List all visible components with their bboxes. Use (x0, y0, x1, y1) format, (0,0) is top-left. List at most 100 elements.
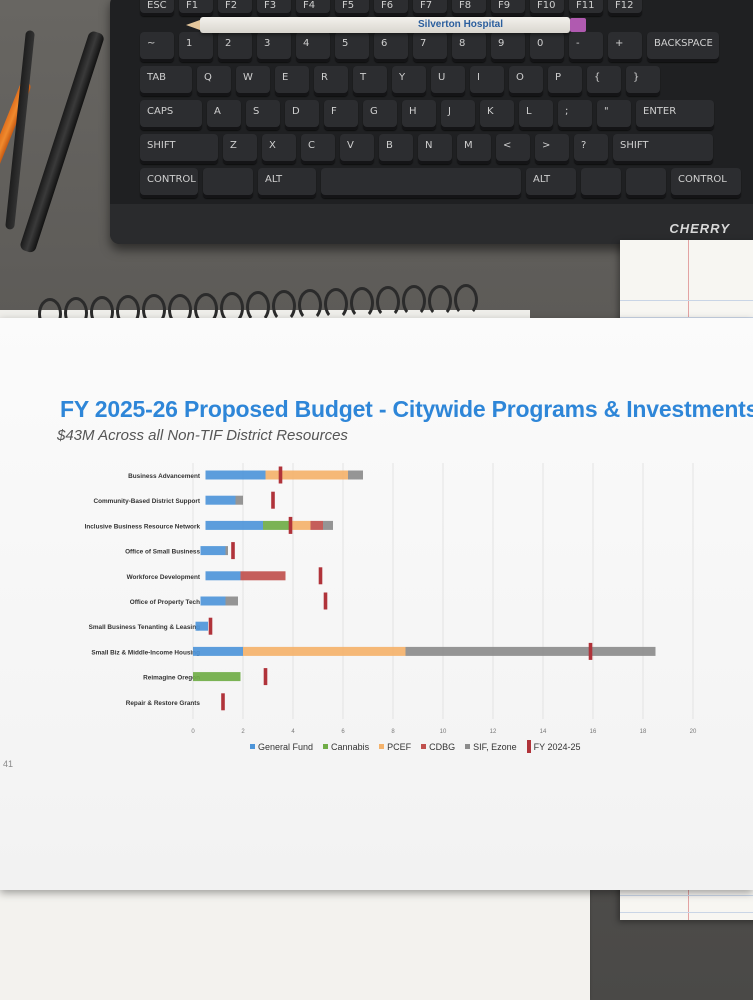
category-label: Repair & Restore Grants (126, 700, 201, 707)
x-tick-label: 16 (590, 729, 597, 735)
bar-segment (265, 470, 348, 480)
legend-label: FY 2024-25 (533, 741, 581, 752)
key-label: ALT (265, 174, 283, 185)
category-label: Community-Based District Support (93, 498, 200, 505)
key: E (275, 66, 309, 96)
key: Z (223, 134, 257, 164)
key-label: F11 (576, 0, 595, 11)
legend-swatch (421, 744, 427, 749)
key: R (314, 66, 348, 96)
key-label: D (292, 106, 300, 117)
chart-subtitle: $43M Across all Non-TIF District Resourc… (57, 427, 348, 444)
key-label: F6 (381, 0, 394, 11)
key: F5 (335, 0, 369, 16)
key: L (519, 100, 553, 130)
x-tick-label: 6 (341, 729, 345, 735)
key: F11 (569, 0, 603, 16)
key: F10 (530, 0, 564, 16)
printed-chart-page: FY 2025-26 Proposed Budget - Citywide Pr… (0, 318, 753, 890)
key: D (285, 100, 319, 130)
fy2024-25-marker (318, 567, 323, 585)
key-label: N (425, 140, 433, 151)
key-label: H (409, 106, 417, 117)
x-tick-label: 20 (690, 729, 697, 735)
category-label: Office of Small Business (125, 549, 200, 556)
keyboard-frame: CHERRY (110, 204, 753, 244)
bar-segment (193, 646, 243, 656)
key-label: F7 (420, 0, 433, 11)
key-label: + (615, 38, 624, 49)
spiral-ring (376, 286, 400, 319)
key: P (548, 66, 582, 96)
bar-segment (263, 520, 291, 530)
spiral-ring (168, 293, 192, 326)
bar-segment (200, 546, 226, 556)
legend-label: Cannabis (331, 741, 370, 752)
bar-segment (193, 672, 241, 682)
category-label: Small Biz & Middle-Income Housing (91, 649, 200, 656)
category-label: Business Advancement (128, 473, 201, 480)
legend-item: FY 2024-25 (526, 740, 581, 753)
key-label: ~ (147, 38, 156, 49)
key: 1 (179, 32, 213, 62)
key: I (470, 66, 504, 96)
key: J (441, 100, 475, 130)
key: 9 (491, 32, 525, 62)
key: F2 (218, 0, 252, 16)
bar-segment (348, 470, 363, 480)
key-label: G (370, 106, 378, 117)
key: ; (558, 100, 592, 130)
notepad-rule-line (620, 895, 753, 896)
key-label: F5 (342, 0, 355, 11)
key: ? (574, 134, 608, 164)
key-label: V (347, 140, 354, 151)
key (581, 168, 621, 198)
bar-segment (240, 571, 286, 581)
fy2024-25-marker (323, 592, 328, 610)
key: W (236, 66, 270, 96)
key-label: - (576, 38, 580, 49)
legend-label: PCEF (387, 741, 412, 752)
key-label: F8 (459, 0, 472, 11)
key: C (301, 134, 335, 164)
key: ENTER (636, 100, 714, 130)
fy2024-25-marker (221, 693, 225, 711)
spiral-ring (272, 289, 296, 322)
keyboard: ESC F1 F2 F3 F4 F5 F6 F7 F8 F9 F10 F11 F12 ~1 2 3 4 5 6 7 8 9… (110, 0, 753, 244)
legend-label: CDBG (429, 741, 456, 752)
key-label: F2 (225, 0, 238, 11)
key-label: Y (399, 72, 406, 83)
page-number: 41 (3, 759, 14, 769)
x-tick-label: 14 (540, 729, 547, 735)
key: 5 (335, 32, 369, 62)
key: F7 (413, 0, 447, 16)
key-label: R (321, 72, 328, 83)
key-label: BACKSPACE (654, 38, 713, 49)
key-label: CONTROL (678, 174, 727, 185)
spiral-ring (402, 285, 426, 318)
key: M (457, 134, 491, 164)
notepad-rule-line (620, 317, 753, 318)
spiral-ring (220, 291, 244, 324)
x-tick-label: 2 (241, 729, 245, 735)
bar-segment (290, 520, 311, 530)
x-tick-label: 8 (391, 729, 395, 735)
key-label: T (360, 72, 367, 83)
key-label: W (243, 72, 253, 83)
key: SHIFT (613, 134, 713, 164)
key-label: J (448, 106, 451, 117)
key: F (324, 100, 358, 130)
bar-segment (310, 520, 323, 530)
key: BACKSPACE (647, 32, 719, 62)
key: - (569, 32, 603, 62)
bar-segment (205, 495, 236, 505)
x-tick-label: 4 (291, 729, 295, 735)
key-label: F9 (498, 0, 511, 11)
key: 6 (374, 32, 408, 62)
key-label: CAPS (147, 106, 174, 117)
fy2024-25-marker (278, 466, 283, 484)
legend-marker-swatch (526, 740, 531, 753)
x-tick-label: 10 (440, 729, 447, 735)
key-label: " (604, 106, 609, 117)
bar-segment (235, 495, 243, 505)
